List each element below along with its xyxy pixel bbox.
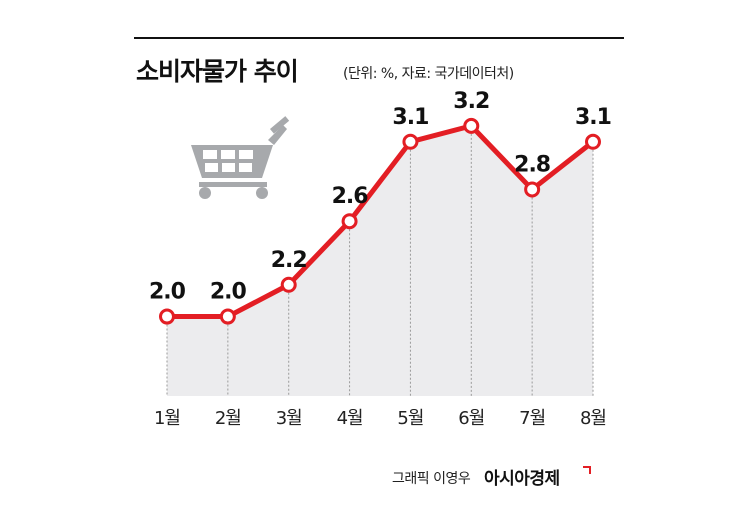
data-label: 2.0 — [210, 280, 247, 305]
x-tick-label: 5월 — [397, 408, 423, 429]
chart-subtitle: (단위: %, 자료: 국가데이터처) — [343, 66, 514, 82]
x-tick-label: 4월 — [337, 408, 363, 429]
series-line — [164, 123, 596, 320]
x-tick-label: 3월 — [276, 408, 302, 429]
top-rule — [134, 37, 624, 39]
x-tick-label: 8월 — [580, 408, 606, 429]
data-label: 3.2 — [453, 89, 489, 114]
data-label: 2.0 — [149, 280, 186, 305]
brand-logo: 아시아경제 — [484, 469, 560, 489]
data-point — [585, 133, 601, 150]
data-point — [219, 308, 236, 325]
data-label: 3.1 — [575, 105, 611, 130]
x-tick-label: 7월 — [519, 408, 545, 429]
brand-mark-icon — [583, 466, 591, 474]
data-label: 2.6 — [332, 184, 369, 209]
x-tick-label: 1월 — [154, 408, 180, 429]
data-point — [341, 213, 358, 230]
data-point — [280, 276, 297, 293]
chart-title: 소비자물가 추이 — [136, 57, 299, 86]
data-label: 3.1 — [392, 105, 428, 130]
data-point — [402, 133, 419, 150]
data-label: 2.2 — [271, 248, 307, 273]
data-point — [159, 308, 175, 325]
data-point — [524, 181, 541, 198]
x-tick-label: 2월 — [215, 408, 241, 429]
area-fill — [167, 125, 593, 396]
data-point — [463, 117, 480, 134]
graphic-credit: 그래픽 이영우 — [392, 471, 471, 487]
data-label: 2.8 — [514, 152, 550, 177]
x-tick-label: 6월 — [458, 408, 484, 429]
